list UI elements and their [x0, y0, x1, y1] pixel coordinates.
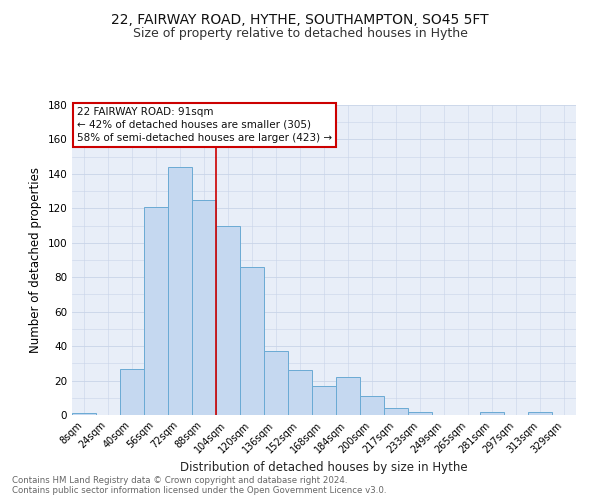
Bar [528, 412, 552, 415]
Bar [384, 408, 408, 415]
Bar [360, 396, 384, 415]
Bar [216, 226, 240, 415]
Bar [168, 167, 192, 415]
Text: 22 FAIRWAY ROAD: 91sqm
← 42% of detached houses are smaller (305)
58% of semi-de: 22 FAIRWAY ROAD: 91sqm ← 42% of detached… [77, 106, 332, 143]
Bar [288, 370, 312, 415]
Bar [144, 206, 168, 415]
Bar [72, 414, 96, 415]
Bar [480, 412, 504, 415]
Bar [312, 386, 336, 415]
Text: Size of property relative to detached houses in Hythe: Size of property relative to detached ho… [133, 28, 467, 40]
Bar [336, 377, 360, 415]
Text: Distribution of detached houses by size in Hythe: Distribution of detached houses by size … [180, 461, 468, 474]
Text: 22, FAIRWAY ROAD, HYTHE, SOUTHAMPTON, SO45 5FT: 22, FAIRWAY ROAD, HYTHE, SOUTHAMPTON, SO… [111, 12, 489, 26]
Text: Contains HM Land Registry data © Crown copyright and database right 2024.
Contai: Contains HM Land Registry data © Crown c… [12, 476, 386, 495]
Bar [240, 267, 264, 415]
Bar [408, 412, 432, 415]
Bar [192, 200, 216, 415]
Bar [264, 352, 288, 415]
Bar [120, 368, 144, 415]
Y-axis label: Number of detached properties: Number of detached properties [29, 167, 42, 353]
